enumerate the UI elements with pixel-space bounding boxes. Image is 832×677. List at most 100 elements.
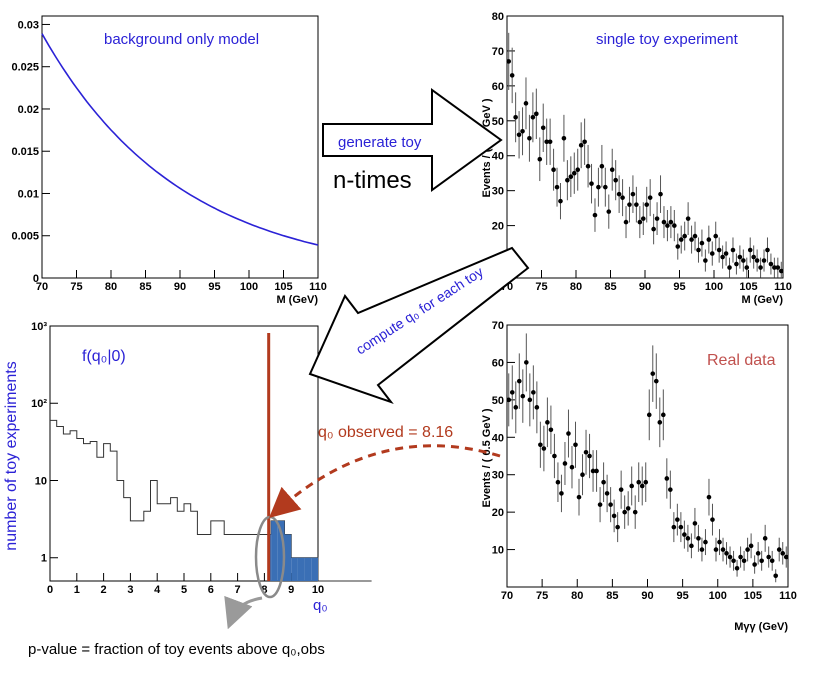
data-point <box>565 177 570 183</box>
x-tick-label: 105 <box>274 281 292 293</box>
data-point <box>710 517 715 522</box>
data-point <box>636 479 642 485</box>
data-point <box>509 390 515 395</box>
realdata-label: Real data <box>707 352 776 369</box>
observed-dashed-arrow <box>268 444 501 518</box>
x-tick-label: 100 <box>709 590 727 602</box>
data-point <box>696 536 701 541</box>
generate-toy-label: generate toy <box>338 134 422 151</box>
x-tick-label: 1 <box>74 584 80 596</box>
y-tick-label: 10 <box>35 475 47 487</box>
data-point <box>601 479 606 485</box>
data-point <box>580 472 585 478</box>
data-point <box>634 202 639 207</box>
q0dist-ticks: 0 1 2 3 4 5 6 7 8 9 10 1 10 10² 10³ <box>31 321 324 596</box>
data-point <box>783 554 789 560</box>
data-point <box>547 139 553 145</box>
x-tick-label: 70 <box>501 590 513 602</box>
bg-model-curve <box>41 33 319 246</box>
x-tick-label: 6 <box>208 584 214 596</box>
x-tick-label: 7 <box>235 584 241 596</box>
data-point <box>720 547 726 552</box>
data-point <box>639 483 645 489</box>
x-tick-label: 10 <box>312 584 324 596</box>
data-point <box>682 532 687 537</box>
data-point <box>599 163 605 169</box>
x-tick-label: 80 <box>570 281 582 293</box>
x-tick-label: 110 <box>309 281 327 293</box>
data-point <box>754 258 760 263</box>
data-point <box>643 479 649 485</box>
data-point <box>630 191 636 197</box>
data-point <box>671 524 677 530</box>
data-point <box>629 483 634 489</box>
data-point <box>527 397 533 403</box>
pvalue-annotation: p-value = fraction of toy events above q… <box>28 641 325 658</box>
data-point <box>524 360 529 365</box>
data-point <box>590 468 596 474</box>
bg-model-label: background only model <box>104 31 259 48</box>
data-point <box>689 543 694 549</box>
x-tick-label: 100 <box>705 281 723 293</box>
y-tick-label: 40 <box>492 151 504 163</box>
panel-q0dist: 0 1 2 3 4 5 6 7 8 9 10 1 10 10² 10³ f(q₀|0) q₀ number … <box>3 321 372 614</box>
data-point <box>731 558 736 564</box>
data-point <box>613 177 618 183</box>
x-tick-label: 80 <box>105 281 117 293</box>
data-point <box>594 468 599 474</box>
y-tick-label: 30 <box>492 470 504 482</box>
data-point <box>717 539 722 545</box>
x-tick-label: 0 <box>47 584 53 596</box>
data-point <box>592 212 598 218</box>
y-tick-label: 10³ <box>31 321 47 333</box>
data-point <box>615 524 620 530</box>
data-point <box>734 565 740 571</box>
x-tick-label: 85 <box>604 281 616 293</box>
y-tick-label: 20 <box>492 507 504 519</box>
data-point <box>741 258 746 263</box>
x-tick-label: 80 <box>571 590 583 602</box>
data-point <box>523 101 529 106</box>
x-tick-label: 9 <box>288 584 294 596</box>
y-tick-label: 0.015 <box>11 146 39 158</box>
data-point <box>530 115 536 120</box>
tail-bin <box>271 520 278 581</box>
data-point <box>527 135 532 141</box>
tail-bin <box>311 557 318 581</box>
data-point <box>751 254 756 260</box>
data-point <box>554 184 560 190</box>
y-tick-label: 40 <box>492 432 504 444</box>
data-point <box>559 491 564 496</box>
data-point <box>545 420 550 425</box>
data-point <box>637 219 643 225</box>
q0dist-ylabel: number of toy experiments <box>3 361 20 550</box>
data-point <box>558 198 563 204</box>
data-point <box>611 513 617 519</box>
data-point <box>585 163 591 169</box>
data-point <box>775 265 781 270</box>
x-tick-label: 5 <box>181 584 187 596</box>
realdata-points <box>506 333 789 583</box>
panel-bg-model: 70 75 80 85 90 95 100 105 110 0 0.005 0.01 0.015 0.02… <box>11 15 327 306</box>
y-tick-label: 0 <box>33 273 39 285</box>
x-tick-label: 95 <box>208 281 220 293</box>
data-point <box>699 547 705 552</box>
data-point <box>551 167 556 173</box>
data-point <box>761 258 767 263</box>
q0dist-histogram <box>50 419 372 582</box>
generate-arrow-shape <box>322 88 503 192</box>
data-point <box>516 132 522 138</box>
data-point <box>685 216 691 221</box>
panel-toy: 7075808590951001051101020304050607080 si… <box>481 11 792 306</box>
data-point <box>716 247 722 253</box>
data-point <box>534 111 539 117</box>
y-tick-label: 70 <box>492 320 504 332</box>
data-point <box>727 554 733 560</box>
data-point <box>713 547 719 552</box>
data-point <box>685 536 691 541</box>
data-point <box>506 59 512 64</box>
data-point <box>661 219 667 225</box>
y-tick-label: 0.01 <box>18 188 39 200</box>
data-point <box>738 554 743 560</box>
data-point <box>509 73 515 78</box>
